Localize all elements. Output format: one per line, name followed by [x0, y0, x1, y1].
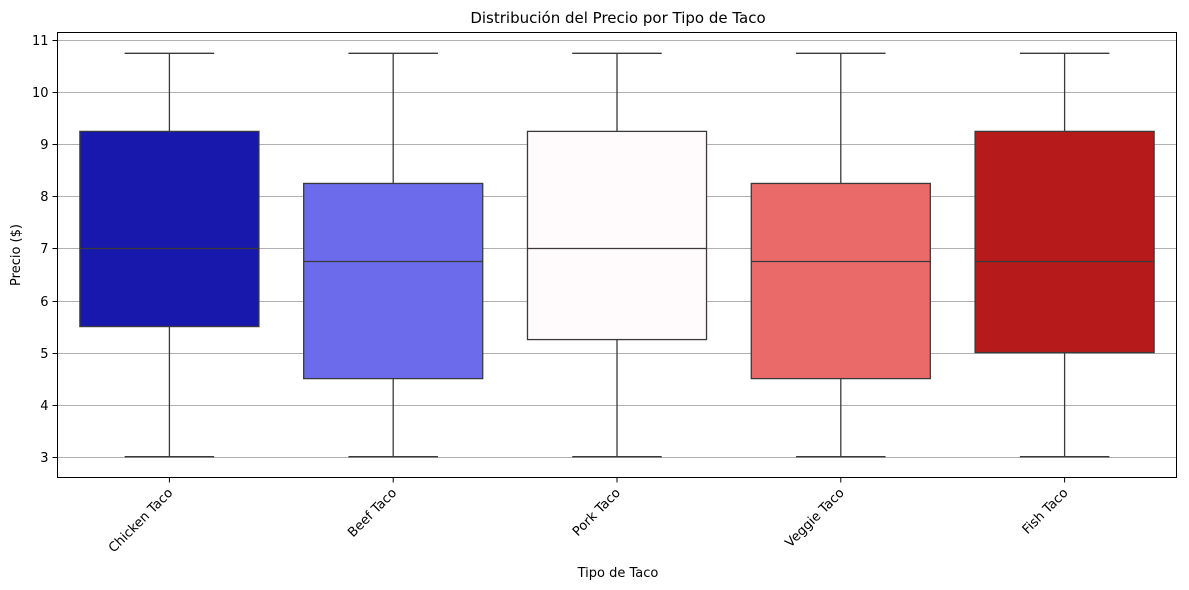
box-beef-taco [303, 52, 484, 458]
y-axis: 3 4 5 6 7 8 9 10 11 [32, 34, 58, 466]
y-tick-label-7: 7 [40, 242, 48, 257]
y-tick-label-5: 5 [40, 347, 48, 362]
x-tick-label-beef-taco: Beef Taco [345, 486, 400, 541]
y-tick-label-11: 11 [32, 34, 49, 49]
y-tick-label-9: 9 [40, 138, 48, 153]
chart-title: Distribución del Precio por Tipo de Taco [470, 9, 765, 27]
iqr-box-veggie-taco [750, 182, 931, 380]
x-tick-label-chicken-taco: Chicken Taco [106, 486, 176, 556]
x-tick-label-pork-taco: Pork Taco [570, 486, 624, 540]
iqr-box-beef-taco [303, 182, 484, 380]
box-pork-taco [526, 52, 708, 458]
x-tick-label-fish-taco: Fish Taco [1020, 486, 1072, 538]
y-tick-label-4: 4 [40, 399, 48, 414]
y-tick-label-8: 8 [40, 190, 48, 205]
y-tick-label-6: 6 [40, 295, 48, 310]
x-axis-label: Tipo de Taco [577, 566, 659, 581]
x-axis: Chicken Taco Beef Taco Pork Taco Veggie Tac… [106, 477, 1072, 556]
y-axis-label: Precio ($) [9, 224, 24, 286]
iqr-box-fish-taco [974, 130, 1155, 354]
box-series [79, 52, 1155, 458]
y-tick-label-10: 10 [32, 86, 49, 101]
box-chicken-taco [79, 52, 260, 458]
x-tick-label-veggie-taco: Veggie Taco [783, 486, 848, 551]
iqr-box-pork-taco [526, 130, 708, 341]
y-tick-label-3: 3 [40, 451, 48, 466]
box-fish-taco [974, 52, 1155, 458]
iqr-box-chicken-taco [79, 130, 260, 328]
box-veggie-taco [750, 52, 931, 458]
